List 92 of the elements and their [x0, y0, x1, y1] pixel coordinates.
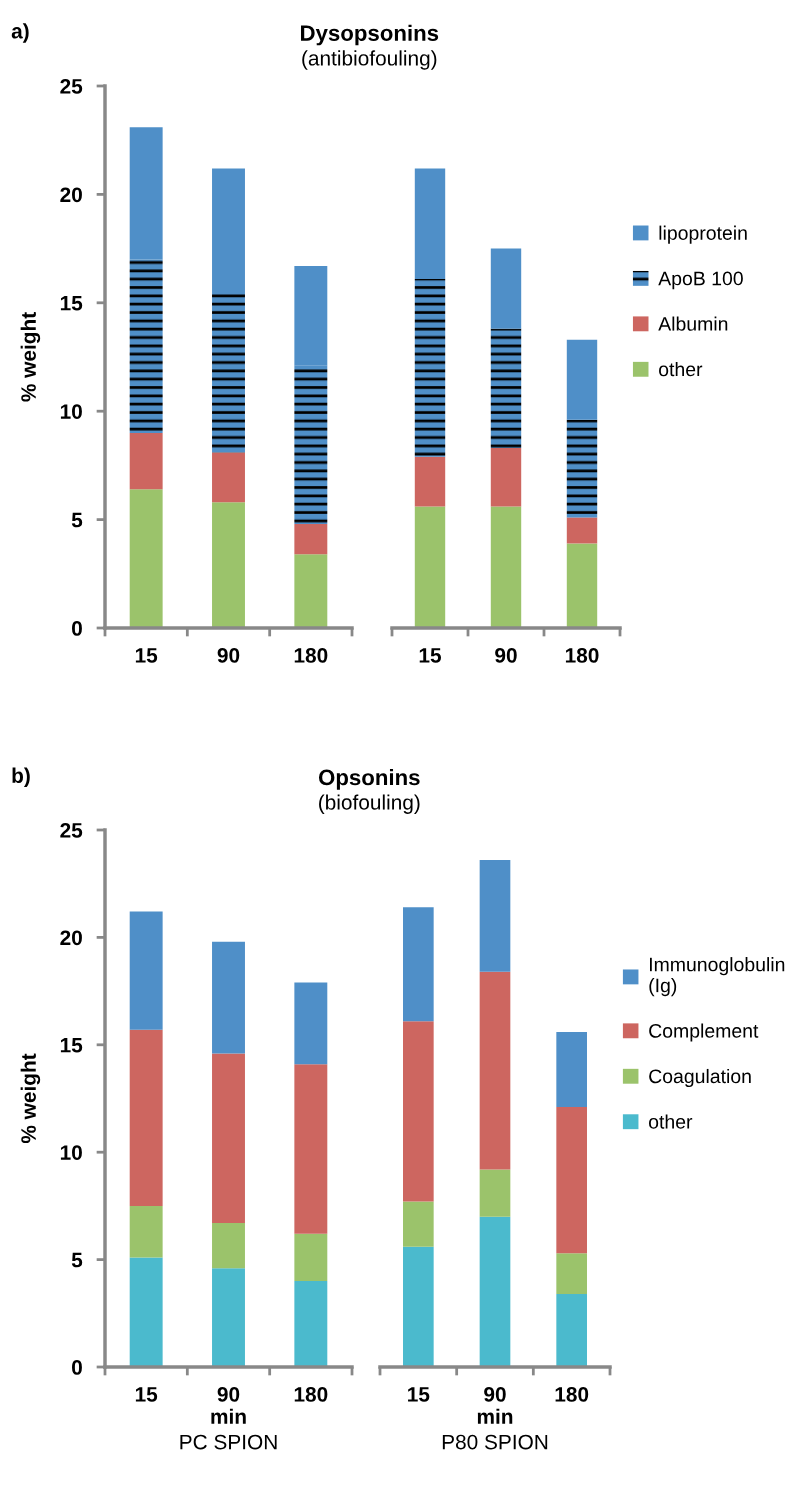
- x-tick-label: 90: [217, 647, 240, 663]
- y-tick-label: 20: [60, 187, 82, 203]
- bar: [129, 911, 163, 1030]
- y-tick-label: 0: [72, 621, 82, 636]
- chart-subtitle: (antibiofouling): [302, 50, 437, 70]
- x-tick-label: 15: [135, 648, 158, 663]
- bar: [294, 1064, 328, 1234]
- y-tick-label: 25: [60, 823, 83, 838]
- bar: [566, 517, 598, 544]
- legend-label: lipoprotein: [659, 225, 747, 244]
- legend-label: other: [659, 361, 703, 377]
- bar: [479, 971, 511, 1170]
- chart-title: Opsonins: [318, 769, 420, 790]
- y-axis-title: % weight: [20, 1053, 41, 1144]
- y-tick-label: 10: [60, 1145, 82, 1160]
- text: P80 SPION: [442, 1434, 548, 1450]
- y-tick-label: 0: [72, 1360, 82, 1375]
- bar: [212, 941, 245, 1054]
- legend-label: other: [649, 1114, 693, 1129]
- bar: [556, 1293, 587, 1367]
- chart-title: Dysopsonins: [301, 24, 439, 46]
- bar: [566, 339, 598, 420]
- bar: [556, 1107, 587, 1254]
- bar: [129, 127, 163, 260]
- bar: [490, 248, 522, 329]
- bar: [294, 982, 328, 1065]
- legend-label: ApoB 100: [658, 271, 743, 290]
- bar: [129, 1257, 163, 1367]
- x-tick-label: 15: [408, 1387, 430, 1402]
- bar: [403, 1021, 434, 1202]
- y-tick-label: 15: [60, 1038, 83, 1053]
- bar: [212, 1268, 245, 1367]
- x-tick-label: 15: [419, 648, 442, 663]
- bar: [294, 554, 328, 628]
- bar: [556, 1031, 587, 1108]
- bar: [566, 419, 598, 518]
- bar: [129, 432, 163, 490]
- x-tick-label: 180: [294, 1386, 328, 1402]
- bar: [414, 278, 446, 457]
- x-tick-label: 90: [217, 1386, 240, 1402]
- y-tick-label: 20: [60, 930, 82, 946]
- bar: [212, 452, 245, 503]
- legend-label: Immunoglobulin (Ig): [649, 957, 785, 997]
- bar: [556, 1253, 587, 1294]
- text: PC SPION: [180, 1434, 277, 1450]
- bar: [403, 1201, 434, 1247]
- bar: [566, 543, 598, 628]
- x-tick-label: 180: [294, 647, 328, 663]
- bar: [294, 523, 328, 555]
- bar: [212, 291, 245, 453]
- bar: [294, 1281, 328, 1367]
- bar: [479, 860, 511, 972]
- bar: [414, 456, 446, 507]
- x-tick-label: 90: [495, 647, 517, 663]
- bar: [479, 1169, 511, 1217]
- y-axis-title: % weight: [20, 312, 41, 402]
- bar: [490, 448, 522, 507]
- x-axis-title: min: [477, 1408, 513, 1424]
- x-tick-label: 15: [135, 1387, 158, 1402]
- bar: [294, 365, 328, 524]
- bar: [403, 1246, 434, 1367]
- x-axis-title: min: [211, 1408, 246, 1424]
- bar: [414, 168, 446, 279]
- bar: [212, 1053, 245, 1224]
- bar: [129, 259, 163, 433]
- bar: [414, 506, 446, 628]
- bar: [129, 1029, 163, 1206]
- bar: [294, 265, 328, 366]
- legend-label: Albumin: [658, 316, 728, 331]
- legend-label: Coagulation: [649, 1068, 751, 1088]
- bar: [129, 489, 163, 628]
- bar: [490, 506, 522, 628]
- bar: [212, 502, 245, 628]
- bar: [479, 1216, 511, 1367]
- y-tick-label: 5: [71, 512, 83, 528]
- text: a): [11, 23, 29, 43]
- text: b): [12, 767, 30, 788]
- bar: [294, 1233, 328, 1282]
- bar: [490, 328, 522, 449]
- bar: [212, 1223, 245, 1269]
- x-tick-label: 90: [484, 1386, 506, 1402]
- bar: [403, 907, 434, 1022]
- bar: [212, 168, 245, 292]
- x-tick-label: 180: [565, 647, 599, 663]
- bar: [129, 1205, 163, 1258]
- legend-label: Complement: [649, 1023, 759, 1042]
- y-tick-label: 15: [60, 296, 83, 311]
- y-tick-label: 5: [71, 1252, 83, 1268]
- y-tick-label: 25: [60, 79, 83, 94]
- y-tick-label: 10: [60, 404, 82, 419]
- x-tick-label: 180: [555, 1386, 589, 1402]
- chart-subtitle: (biofouling): [319, 794, 420, 814]
